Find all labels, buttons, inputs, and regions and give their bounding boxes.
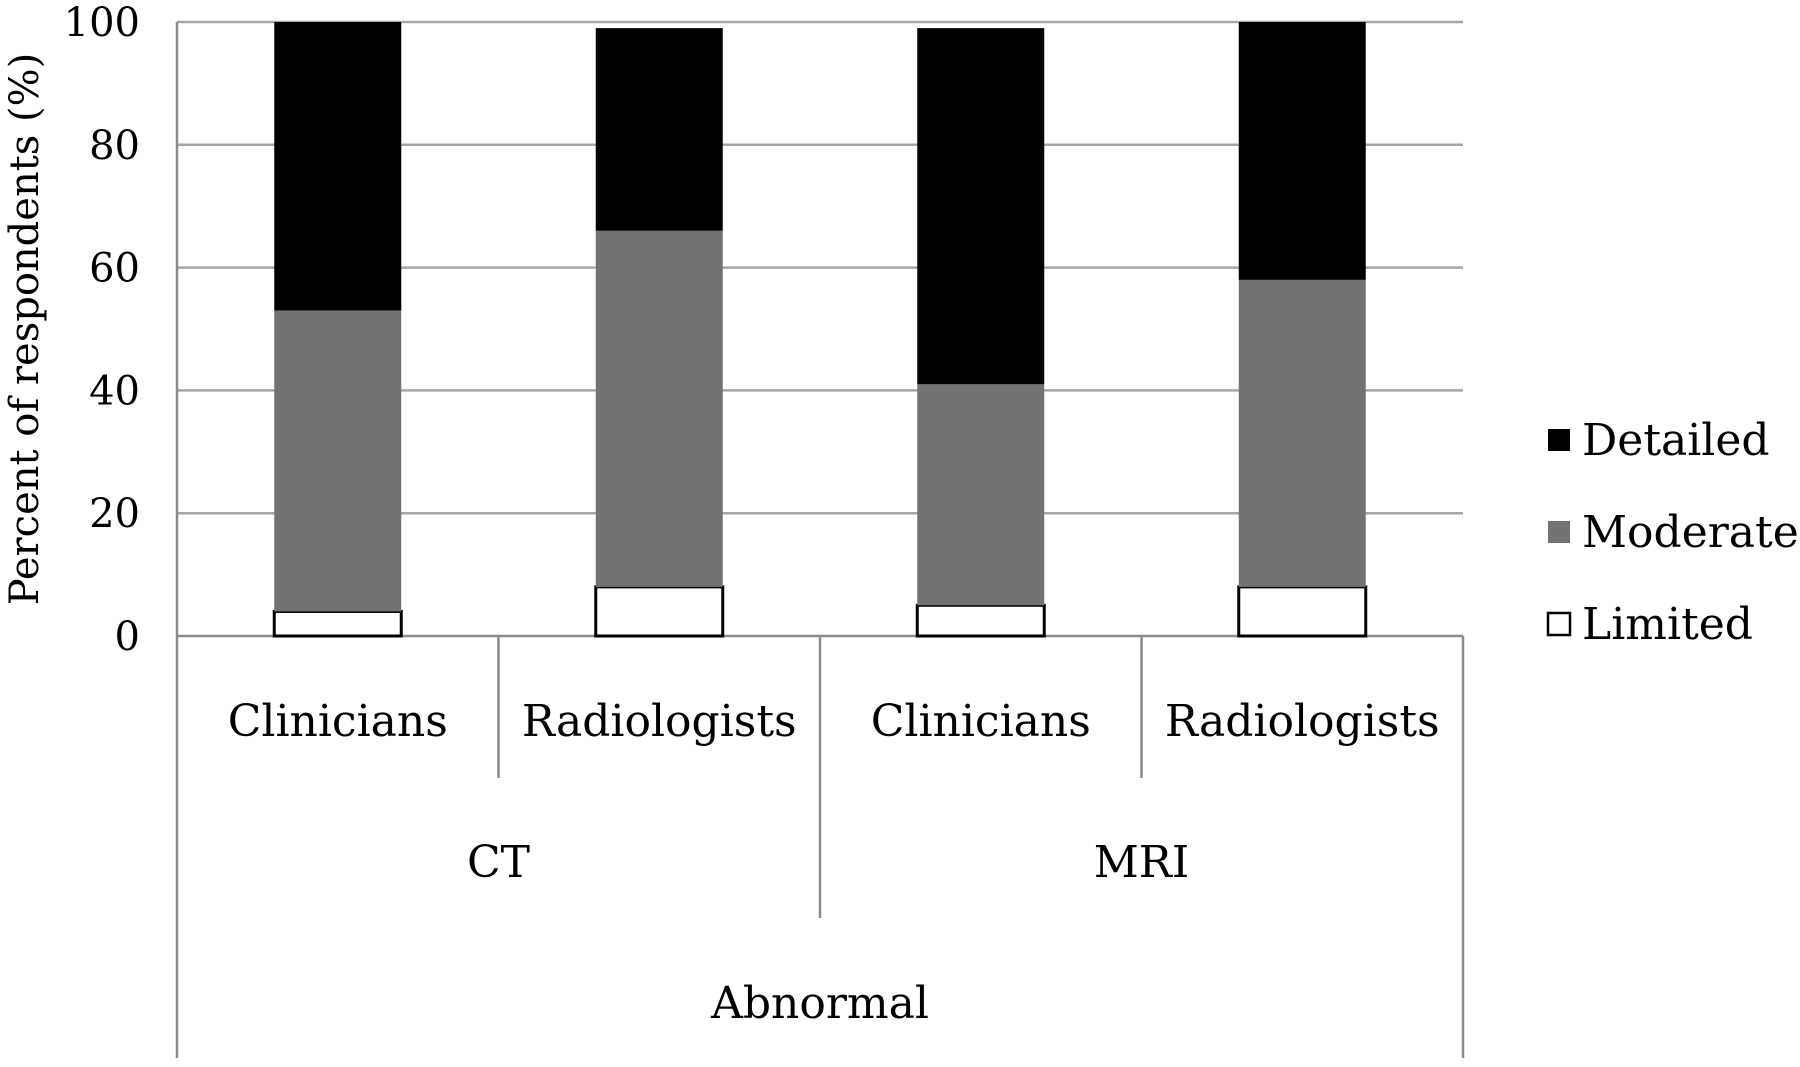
bar-segment-detailed: [274, 22, 402, 311]
y-tick-label: 80: [89, 123, 140, 169]
group-label: MRI: [1094, 837, 1190, 888]
y-tick-label: 0: [115, 614, 140, 660]
bar-segment-moderate: [1238, 279, 1366, 587]
y-tick-label: 40: [89, 368, 140, 414]
x-axis-category-table: Clinicians Radiologists Clinicians Radiolog…: [175, 636, 1465, 1058]
legend-label-limited: Limited: [1582, 599, 1753, 650]
bars: [272, 22, 1368, 638]
legend-swatch-moderate: [1548, 521, 1570, 543]
supergroup-label: Abnormal: [710, 978, 929, 1029]
category-label: Radiologists: [522, 696, 797, 747]
category-label: Radiologists: [1165, 696, 1440, 747]
y-tick-label: 60: [89, 246, 140, 292]
legend-swatch-limited: [1546, 611, 1572, 637]
bar-segment-limited: [272, 609, 403, 638]
legend-swatch-detailed: [1548, 429, 1570, 451]
legend-label-detailed: Detailed: [1582, 415, 1770, 466]
bar-segment-moderate: [274, 310, 402, 612]
y-axis: 0 20 40 60 80 100: [64, 0, 179, 660]
bar-segment-detailed: [1238, 22, 1366, 280]
bar-segment-limited: [594, 585, 725, 638]
bar-segment-detailed: [595, 28, 723, 231]
legend-label-moderate: Moderate: [1582, 507, 1799, 558]
bar-segment-detailed: [917, 28, 1045, 385]
category-label: Clinicians: [871, 696, 1091, 747]
legend: Detailed Moderate Limited: [1546, 415, 1799, 650]
y-tick-label: 20: [89, 491, 140, 537]
bar-segment-limited: [915, 603, 1046, 638]
bar-segment-moderate: [595, 230, 723, 587]
y-axis-title: Percent of respondents (%): [2, 53, 48, 605]
bar-segment-limited: [1237, 585, 1368, 638]
bar-segment-moderate: [917, 384, 1045, 606]
group-label: CT: [467, 837, 530, 888]
category-label: Clinicians: [228, 696, 448, 747]
y-tick-label: 100: [64, 0, 140, 46]
